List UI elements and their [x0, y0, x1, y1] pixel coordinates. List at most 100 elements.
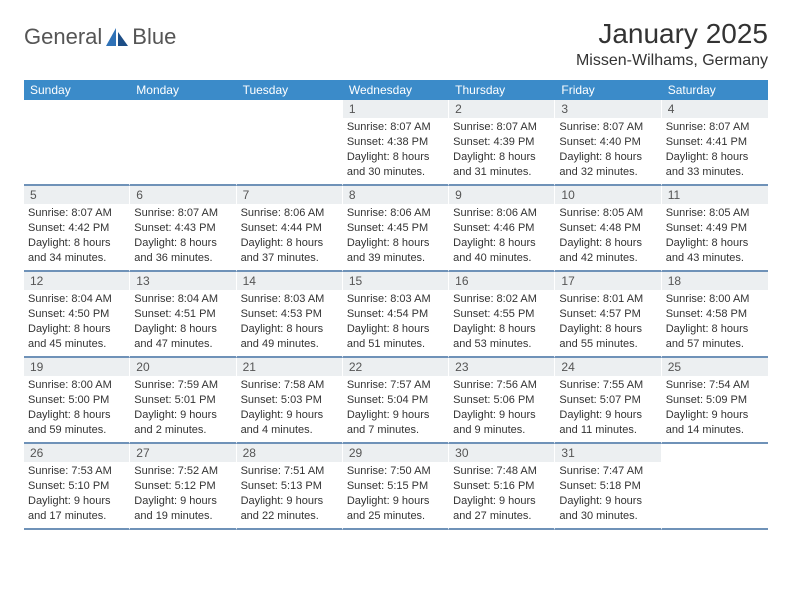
- day-cell: 14Sunrise: 8:03 AMSunset: 4:53 PMDayligh…: [237, 272, 343, 358]
- day-detail-line: and 59 minutes.: [28, 423, 125, 438]
- day-detail-line: and 57 minutes.: [666, 337, 764, 352]
- day-detail-line: Daylight: 8 hours: [453, 236, 550, 251]
- day-detail-line: Sunrise: 7:50 AM: [347, 464, 444, 479]
- weekday-label: Sunday: [24, 80, 130, 100]
- day-details: Sunrise: 8:00 AMSunset: 5:00 PMDaylight:…: [24, 376, 129, 437]
- day-detail-line: Sunrise: 8:07 AM: [28, 206, 125, 221]
- day-detail-line: and 4 minutes.: [241, 423, 338, 438]
- day-detail-line: Daylight: 8 hours: [453, 322, 550, 337]
- day-detail-line: Daylight: 8 hours: [453, 150, 550, 165]
- day-cell: 12Sunrise: 8:04 AMSunset: 4:50 PMDayligh…: [24, 272, 130, 358]
- calendar-week: 19Sunrise: 8:00 AMSunset: 5:00 PMDayligh…: [24, 358, 768, 444]
- day-detail-line: Daylight: 8 hours: [666, 322, 764, 337]
- day-detail-line: Sunrise: 8:07 AM: [347, 120, 444, 135]
- day-number: 24: [555, 358, 660, 376]
- weekday-header-row: SundayMondayTuesdayWednesdayThursdayFrid…: [24, 80, 768, 100]
- day-details: Sunrise: 8:04 AMSunset: 4:51 PMDaylight:…: [130, 290, 235, 351]
- day-detail-line: Sunset: 5:07 PM: [559, 393, 656, 408]
- day-cell: 25Sunrise: 7:54 AMSunset: 5:09 PMDayligh…: [662, 358, 768, 444]
- day-detail-line: Sunrise: 8:00 AM: [666, 292, 764, 307]
- day-cell: 17Sunrise: 8:01 AMSunset: 4:57 PMDayligh…: [555, 272, 661, 358]
- day-detail-line: Sunset: 5:09 PM: [666, 393, 764, 408]
- day-details: Sunrise: 8:05 AMSunset: 4:49 PMDaylight:…: [662, 204, 768, 265]
- day-detail-line: Daylight: 9 hours: [347, 408, 444, 423]
- day-number: [24, 100, 129, 118]
- day-details: [237, 118, 342, 120]
- day-number: 20: [130, 358, 235, 376]
- day-details: Sunrise: 7:52 AMSunset: 5:12 PMDaylight:…: [130, 462, 235, 523]
- day-detail-line: and 30 minutes.: [559, 509, 656, 524]
- day-detail-line: Sunset: 5:01 PM: [134, 393, 231, 408]
- day-detail-line: Sunset: 5:13 PM: [241, 479, 338, 494]
- day-number: 16: [449, 272, 554, 290]
- day-cell: 15Sunrise: 8:03 AMSunset: 4:54 PMDayligh…: [343, 272, 449, 358]
- day-detail-line: Sunrise: 8:05 AM: [559, 206, 656, 221]
- day-cell: 30Sunrise: 7:48 AMSunset: 5:16 PMDayligh…: [449, 444, 555, 530]
- day-detail-line: and 40 minutes.: [453, 251, 550, 266]
- day-number: 17: [555, 272, 660, 290]
- day-details: Sunrise: 8:07 AMSunset: 4:42 PMDaylight:…: [24, 204, 129, 265]
- day-number: 8: [343, 186, 448, 204]
- brand-logo: General Blue: [24, 24, 176, 50]
- day-cell: 18Sunrise: 8:00 AMSunset: 4:58 PMDayligh…: [662, 272, 768, 358]
- day-number: 30: [449, 444, 554, 462]
- day-number: 14: [237, 272, 342, 290]
- day-detail-line: Sunset: 4:44 PM: [241, 221, 338, 236]
- weekday-label: Wednesday: [343, 80, 449, 100]
- day-details: [130, 118, 235, 120]
- day-detail-line: Sunset: 4:51 PM: [134, 307, 231, 322]
- title-block: January 2025 Missen-Wilhams, Germany: [576, 18, 768, 70]
- day-detail-line: Sunrise: 7:47 AM: [559, 464, 656, 479]
- day-detail-line: Daylight: 9 hours: [559, 494, 656, 509]
- day-detail-line: Daylight: 8 hours: [134, 236, 231, 251]
- day-detail-line: and 22 minutes.: [241, 509, 338, 524]
- day-detail-line: and 34 minutes.: [28, 251, 125, 266]
- day-detail-line: Sunrise: 8:04 AM: [28, 292, 125, 307]
- day-detail-line: Sunset: 5:06 PM: [453, 393, 550, 408]
- day-details: Sunrise: 8:02 AMSunset: 4:55 PMDaylight:…: [449, 290, 554, 351]
- day-number: [237, 100, 342, 118]
- day-number: 27: [130, 444, 235, 462]
- day-detail-line: Sunrise: 8:04 AM: [134, 292, 231, 307]
- weekday-label: Friday: [555, 80, 661, 100]
- day-details: Sunrise: 7:47 AMSunset: 5:18 PMDaylight:…: [555, 462, 660, 523]
- day-details: Sunrise: 8:01 AMSunset: 4:57 PMDaylight:…: [555, 290, 660, 351]
- day-number: 13: [130, 272, 235, 290]
- day-detail-line: Sunset: 4:40 PM: [559, 135, 656, 150]
- day-cell: 3Sunrise: 8:07 AMSunset: 4:40 PMDaylight…: [555, 100, 661, 186]
- day-number: 21: [237, 358, 342, 376]
- day-details: Sunrise: 8:07 AMSunset: 4:38 PMDaylight:…: [343, 118, 448, 179]
- day-detail-line: Sunset: 5:18 PM: [559, 479, 656, 494]
- day-cell: 21Sunrise: 7:58 AMSunset: 5:03 PMDayligh…: [237, 358, 343, 444]
- day-detail-line: Daylight: 8 hours: [666, 236, 764, 251]
- day-detail-line: Daylight: 8 hours: [347, 236, 444, 251]
- day-cell: 31Sunrise: 7:47 AMSunset: 5:18 PMDayligh…: [555, 444, 661, 530]
- day-cell: [24, 100, 130, 186]
- day-detail-line: Sunrise: 7:58 AM: [241, 378, 338, 393]
- day-cell: 29Sunrise: 7:50 AMSunset: 5:15 PMDayligh…: [343, 444, 449, 530]
- sail-icon: [104, 26, 130, 48]
- day-detail-line: Sunrise: 8:02 AM: [453, 292, 550, 307]
- day-detail-line: Sunrise: 8:07 AM: [559, 120, 656, 135]
- day-details: Sunrise: 8:00 AMSunset: 4:58 PMDaylight:…: [662, 290, 768, 351]
- day-cell: 20Sunrise: 7:59 AMSunset: 5:01 PMDayligh…: [130, 358, 236, 444]
- day-detail-line: Sunrise: 7:59 AM: [134, 378, 231, 393]
- day-detail-line: Sunset: 4:54 PM: [347, 307, 444, 322]
- day-detail-line: Sunset: 5:12 PM: [134, 479, 231, 494]
- day-detail-line: Sunset: 5:16 PM: [453, 479, 550, 494]
- day-details: Sunrise: 8:07 AMSunset: 4:40 PMDaylight:…: [555, 118, 660, 179]
- calendar-week: 12Sunrise: 8:04 AMSunset: 4:50 PMDayligh…: [24, 272, 768, 358]
- day-detail-line: Sunrise: 8:07 AM: [666, 120, 764, 135]
- location-label: Missen-Wilhams, Germany: [576, 52, 768, 70]
- day-number: 3: [555, 100, 660, 118]
- day-details: Sunrise: 7:55 AMSunset: 5:07 PMDaylight:…: [555, 376, 660, 437]
- brand-name-1: General: [24, 24, 102, 50]
- day-detail-line: Sunrise: 7:56 AM: [453, 378, 550, 393]
- day-detail-line: Sunrise: 8:07 AM: [134, 206, 231, 221]
- day-details: Sunrise: 8:07 AMSunset: 4:41 PMDaylight:…: [662, 118, 768, 179]
- day-detail-line: Daylight: 9 hours: [241, 408, 338, 423]
- day-number: 6: [130, 186, 235, 204]
- weekday-label: Thursday: [449, 80, 555, 100]
- day-detail-line: Sunset: 4:46 PM: [453, 221, 550, 236]
- day-detail-line: and 25 minutes.: [347, 509, 444, 524]
